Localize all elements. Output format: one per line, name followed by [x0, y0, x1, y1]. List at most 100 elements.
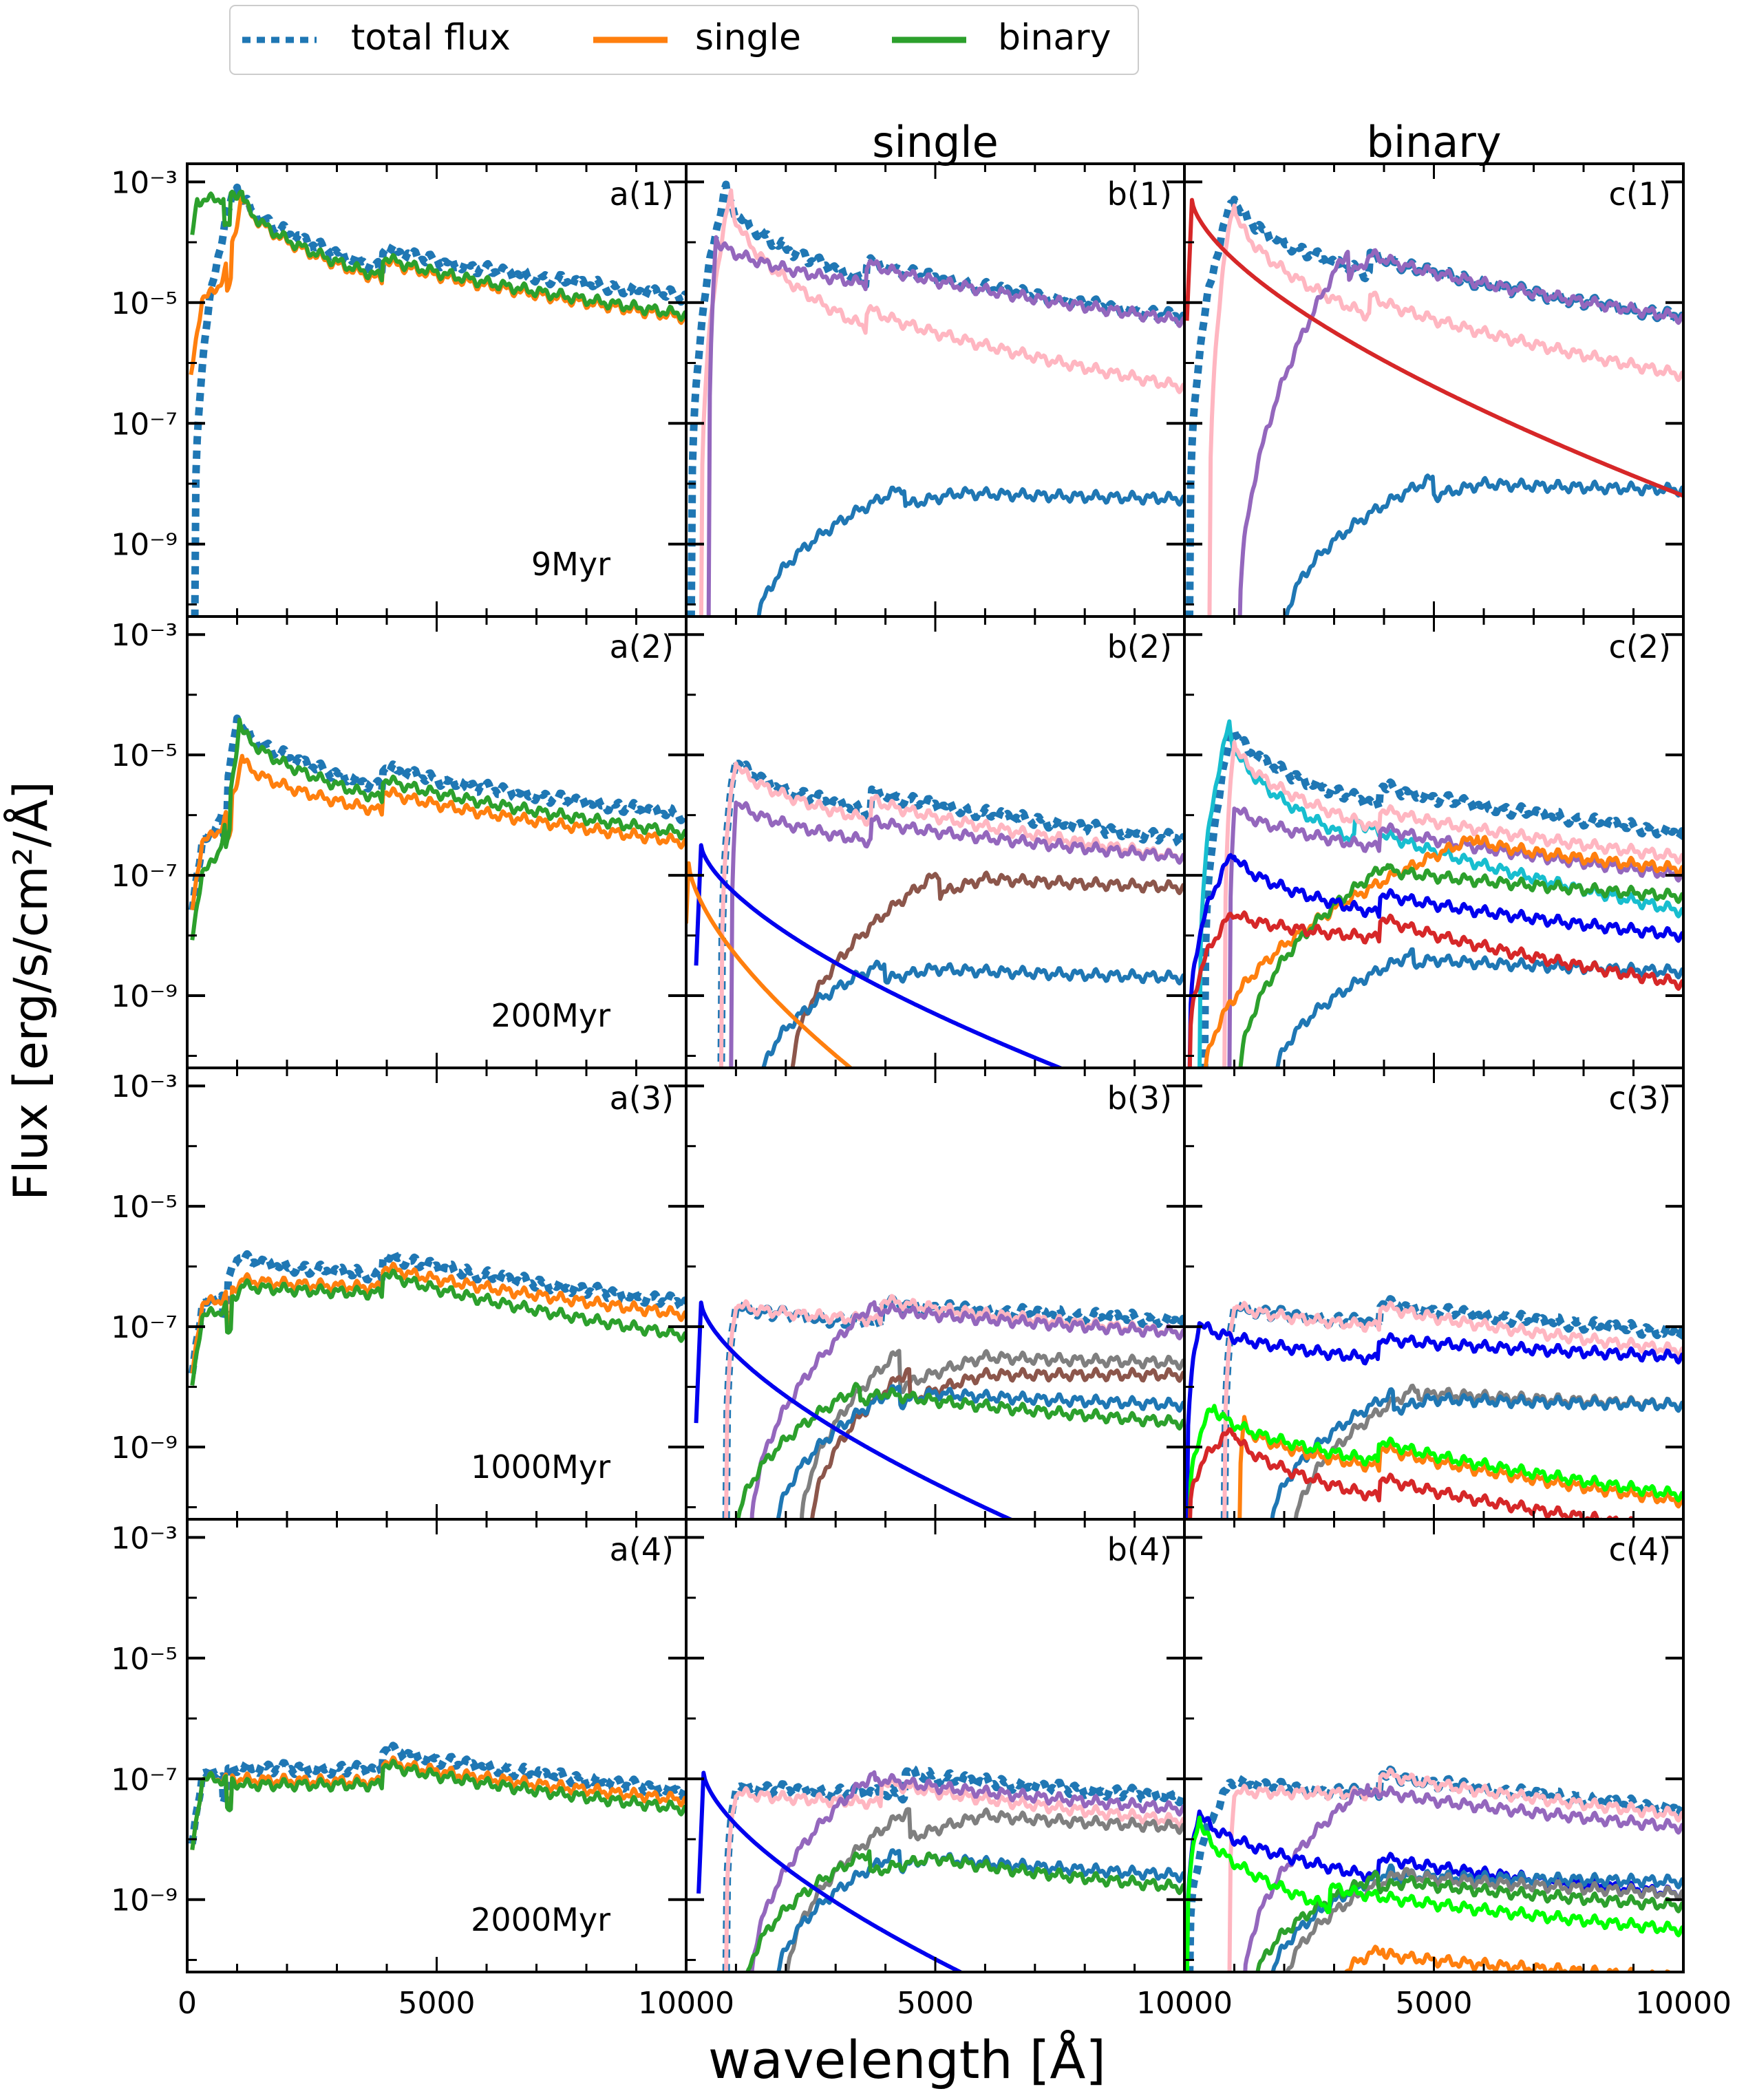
series-line-total [1220, 1295, 1683, 1519]
panel-b2: b(2) [685, 615, 1186, 1069]
panel-label: c(2) [1609, 628, 1671, 665]
series-line-orange [1203, 834, 1683, 1068]
series-line-green [736, 1382, 1184, 1519]
x-tick-label: 5000 [1396, 1986, 1473, 2021]
age-label: 200Myr [491, 997, 610, 1034]
series-line-blue [1284, 473, 1683, 617]
series-line-blue2 [694, 1300, 1015, 1519]
y-tick-label: 10⁻⁵ [111, 1190, 178, 1225]
y-tick-label: 10⁻⁹ [111, 1431, 178, 1466]
series-line-binary [190, 1268, 686, 1386]
legend-label: binary [998, 17, 1111, 58]
series-line-purple [706, 235, 1184, 617]
series-line-green [745, 1849, 1184, 1972]
panel-label: a(2) [610, 628, 674, 665]
series-line-blue [1275, 947, 1683, 1068]
x-axis-label: wavelength [Å] [708, 2029, 1106, 2090]
series-line-total [1186, 195, 1683, 617]
series-line-pink [1222, 1300, 1683, 1519]
panel-a3: 10⁻³ 10⁻⁵ 10⁻⁷ 10⁻⁹ a(3) 1000Myr [111, 1067, 688, 1521]
series-line-lime [1187, 1404, 1683, 1519]
x-tick-label: 10000 [1136, 1986, 1233, 2021]
x-tick-label: 10000 [638, 1986, 734, 2021]
series-line-purple [1237, 248, 1683, 617]
series-line-total [687, 180, 1184, 617]
series-line-single [190, 1755, 686, 1850]
series-line-blue [1270, 1387, 1683, 1519]
legend-frame [229, 5, 1139, 75]
series-line-orange [1237, 1415, 1683, 1519]
series-line-blue [761, 959, 1184, 1068]
y-tick-label: 10⁻⁵ [111, 1642, 178, 1677]
series-line-blue2 [694, 843, 1066, 1068]
series-line-blue2 [1187, 853, 1683, 1068]
series-line-total [722, 1764, 1184, 1972]
panel-label: c(4) [1609, 1531, 1671, 1568]
y-tick-label: 10⁻³ [111, 618, 178, 653]
panel-label: a(1) [610, 175, 674, 213]
series-line-blue2 [1184, 1809, 1683, 1972]
series-line-total-flux [188, 714, 686, 911]
series-line-total-flux [191, 183, 686, 617]
panels: 10⁻³ 10⁻⁵ 10⁻⁷ 10⁻⁹ a(1) 9Myr 10⁻³ 10⁻⁵ 10⁻⁷ 10⁻⁹… [111, 162, 1732, 2021]
legend-label: total flux [351, 17, 511, 58]
panel-c3: c(3) [1183, 1067, 1685, 1521]
series-line-single [190, 753, 686, 911]
series-line-gray [1285, 1867, 1683, 1972]
panel-c1: c(1) [1183, 162, 1685, 618]
series-line-total [717, 756, 1184, 1068]
y-tick-label: 10⁻³ [111, 1069, 178, 1104]
series-line-purple [1243, 1783, 1683, 1972]
panel-label: b(4) [1107, 1531, 1172, 1568]
legend-label: single [695, 17, 801, 58]
series-line-binary [190, 189, 686, 322]
x-tick-label: 5000 [897, 1986, 974, 2021]
y-tick-label: 10⁻⁷ [111, 859, 178, 894]
x-tick-label: 0 [677, 1986, 696, 2021]
panel-frame [186, 615, 688, 1069]
legend: total flux single binary [229, 5, 1139, 75]
y-tick-label: 10⁻⁷ [111, 1762, 178, 1797]
panel-b1: b(1) [685, 162, 1186, 618]
panel-frame [186, 1518, 688, 1973]
series-line-single [190, 1261, 686, 1374]
y-axis-label: Flux [erg/s/cm²/Å] [3, 781, 58, 1200]
column-title: binary [1366, 117, 1501, 167]
panel-label: b(3) [1107, 1080, 1172, 1117]
age-label: 2000Myr [471, 1901, 610, 1938]
series-line-purple [749, 1300, 1184, 1519]
age-label: 9Myr [531, 546, 610, 583]
series-line-pink [699, 188, 1184, 617]
panel-frame [1183, 162, 1685, 618]
age-label: 1000Myr [471, 1448, 610, 1486]
panel-label: b(2) [1107, 628, 1172, 665]
panel-label: a(3) [610, 1080, 674, 1117]
series-line-total-flux [188, 1742, 686, 1845]
x-tick-label: 0 [1175, 1986, 1194, 2021]
series-line-red [1184, 197, 1683, 498]
y-tick-label: 10⁻⁵ [111, 286, 178, 321]
series-line-total-flux [188, 1247, 686, 1374]
panel-frame [685, 1067, 1186, 1521]
panel-c4: 0 5000 10000 c(4) [1175, 1518, 1732, 2021]
series-line-blue [776, 1384, 1184, 1519]
series-line-blue [756, 485, 1184, 617]
series-line-brown [790, 870, 1184, 1068]
series-line-pink [724, 1776, 1184, 1972]
y-tick-label: 10⁻⁹ [111, 528, 178, 563]
panel-label: b(1) [1107, 175, 1172, 213]
column-titles: single binary [872, 117, 1501, 167]
series-line-orange [1343, 1944, 1671, 1972]
series-line-blue [776, 1848, 1184, 1972]
panel-a4: 10⁻³ 10⁻⁵ 10⁻⁷ 10⁻⁹ 0 5000 10000 a(4) 2000Myr [111, 1518, 734, 2021]
y-tick-label: 10⁻⁷ [111, 1310, 178, 1345]
panel-frame [685, 162, 1186, 618]
series-line-brown [809, 1367, 1184, 1519]
series-line-gray [799, 1349, 1184, 1519]
panel-frame [186, 162, 688, 618]
series-line-blue2 [696, 1770, 965, 1972]
series-line-blue2 [1184, 1321, 1683, 1519]
panel-b3: b(3) [685, 1067, 1186, 1521]
y-tick-label: 10⁻⁷ [111, 407, 178, 442]
